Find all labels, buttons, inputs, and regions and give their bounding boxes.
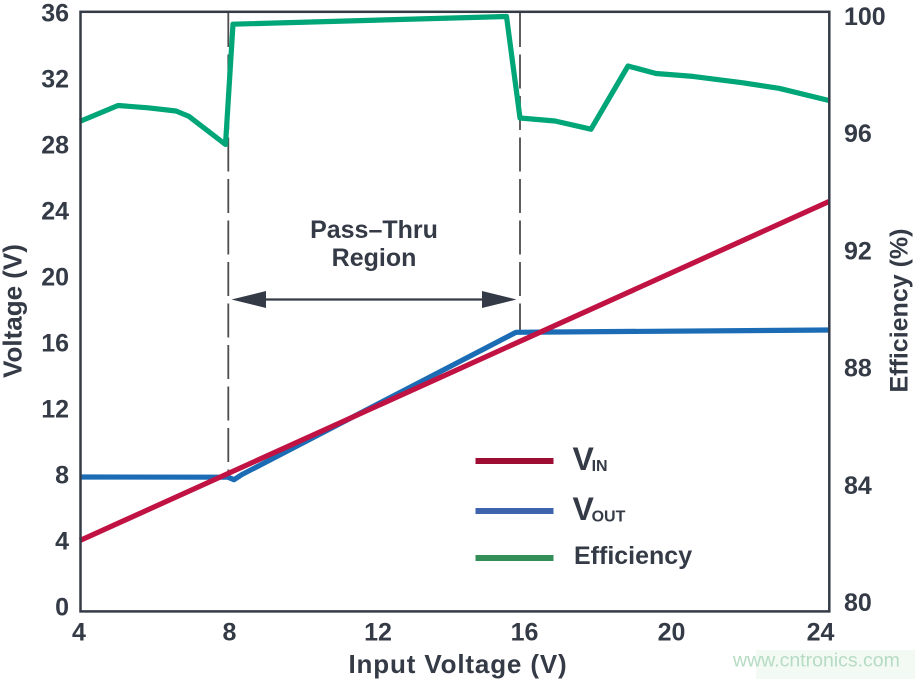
svg-text:0: 0 <box>55 593 69 621</box>
svg-text:8: 8 <box>223 619 237 647</box>
svg-text:12: 12 <box>364 619 392 647</box>
svg-text:Efficiency: Efficiency <box>574 542 692 570</box>
svg-text:16: 16 <box>41 329 69 357</box>
svg-text:24: 24 <box>41 197 69 225</box>
svg-text:V: V <box>573 441 595 477</box>
svg-text:88: 88 <box>844 355 872 383</box>
svg-text:4: 4 <box>55 527 69 555</box>
svg-text:36: 36 <box>41 0 69 28</box>
svg-text:16: 16 <box>511 619 539 647</box>
svg-text:8: 8 <box>55 461 69 489</box>
svg-text:100: 100 <box>844 3 886 31</box>
svg-text:28: 28 <box>41 132 69 160</box>
svg-text:24: 24 <box>807 619 835 647</box>
svg-text:Efficiency (%): Efficiency (%) <box>886 229 914 393</box>
svg-text:Input Voltage (V): Input Voltage (V) <box>348 649 567 679</box>
svg-text:92: 92 <box>844 237 872 265</box>
svg-text:www.cntronics.com: www.cntronics.com <box>732 650 900 672</box>
svg-text:84: 84 <box>844 472 872 500</box>
svg-text:96: 96 <box>844 120 872 148</box>
svg-text:4: 4 <box>72 619 86 647</box>
svg-text:OUT: OUT <box>592 509 626 526</box>
svg-text:12: 12 <box>41 395 69 423</box>
svg-text:IN: IN <box>592 458 608 475</box>
svg-text:Voltage (V): Voltage (V) <box>0 244 28 378</box>
svg-text:V: V <box>573 491 595 527</box>
svg-text:20: 20 <box>41 263 69 291</box>
svg-text:Pass–Thru: Pass–Thru <box>310 216 438 244</box>
svg-text:20: 20 <box>658 619 686 647</box>
svg-text:Region: Region <box>332 244 417 272</box>
svg-text:80: 80 <box>844 589 872 617</box>
svg-text:32: 32 <box>41 66 69 94</box>
